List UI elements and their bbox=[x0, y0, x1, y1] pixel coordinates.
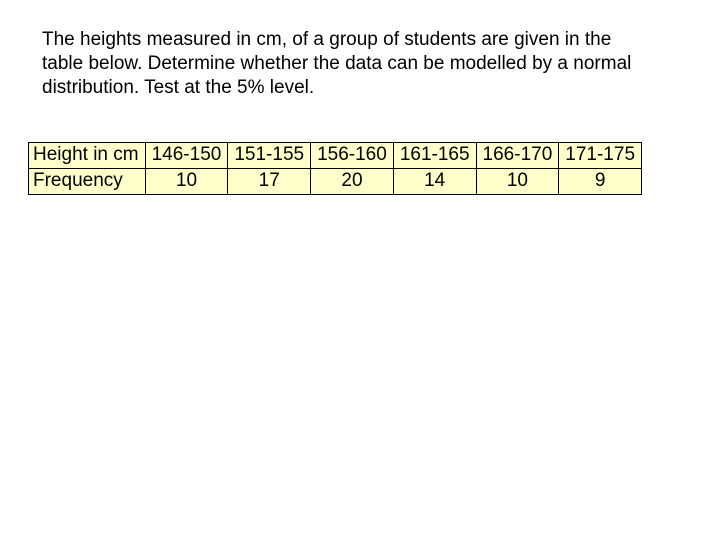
height-cell: 156-160 bbox=[311, 143, 394, 169]
height-cell: 146-150 bbox=[145, 143, 228, 169]
frequency-cell: 9 bbox=[559, 169, 642, 195]
row-label-height: Height in cm bbox=[29, 143, 146, 169]
row-label-frequency: Frequency bbox=[29, 169, 146, 195]
frequency-cell: 14 bbox=[393, 169, 476, 195]
table-row: Frequency 10 17 20 14 10 9 bbox=[29, 169, 642, 195]
frequency-cell: 20 bbox=[311, 169, 394, 195]
height-cell: 171-175 bbox=[559, 143, 642, 169]
page: The heights measured in cm, of a group o… bbox=[0, 0, 720, 540]
frequency-cell: 17 bbox=[228, 169, 311, 195]
height-cell: 161-165 bbox=[393, 143, 476, 169]
frequency-cell: 10 bbox=[145, 169, 228, 195]
table-row: Height in cm 146-150 151-155 156-160 161… bbox=[29, 143, 642, 169]
question-text: The heights measured in cm, of a group o… bbox=[42, 28, 647, 99]
height-cell: 151-155 bbox=[228, 143, 311, 169]
frequency-cell: 10 bbox=[476, 169, 559, 195]
height-cell: 166-170 bbox=[476, 143, 559, 169]
data-table: Height in cm 146-150 151-155 156-160 161… bbox=[28, 142, 642, 195]
